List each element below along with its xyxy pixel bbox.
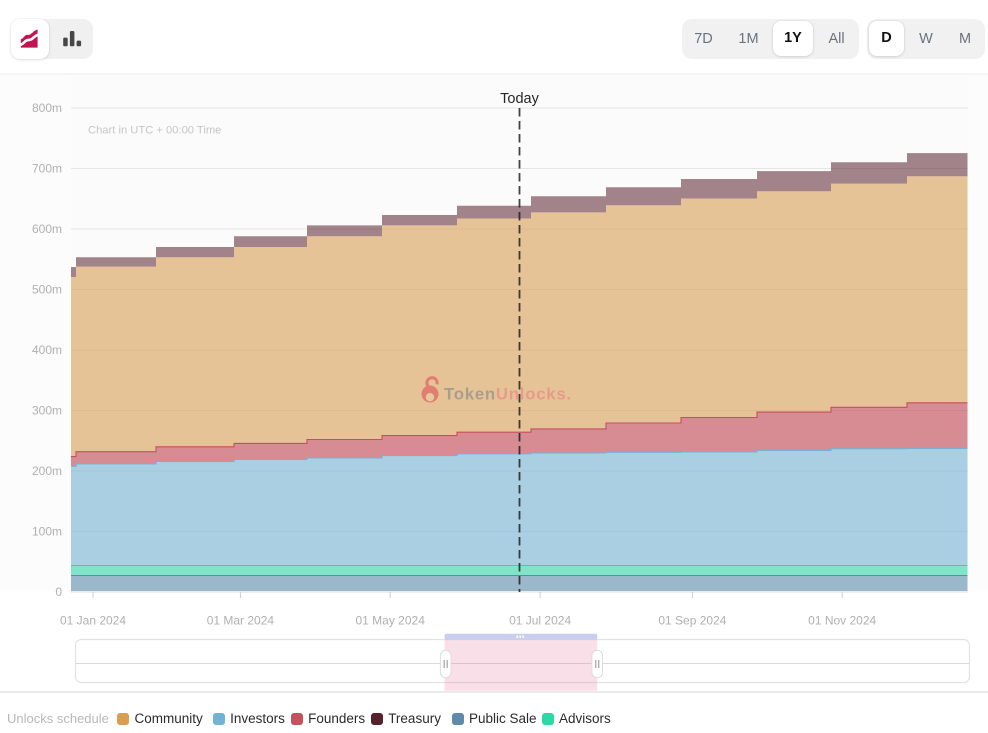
svg-text:01 Mar 2024: 01 Mar 2024 — [207, 614, 275, 628]
svg-text:01 Nov 2024: 01 Nov 2024 — [808, 614, 876, 628]
svg-text:700m: 700m — [32, 162, 62, 176]
svg-text:01 May 2024: 01 May 2024 — [356, 614, 426, 628]
svg-text:500m: 500m — [32, 283, 62, 297]
svg-text:100m: 100m — [32, 525, 62, 539]
svg-text:200m: 200m — [32, 464, 62, 478]
svg-text:Chart in UTC + 00:00 Time: Chart in UTC + 00:00 Time — [88, 125, 221, 137]
svg-text:800m: 800m — [32, 101, 62, 115]
svg-text:01 Sep 2024: 01 Sep 2024 — [658, 614, 726, 628]
svg-text:400m: 400m — [32, 343, 62, 357]
svg-text:TokenUnlocks.: TokenUnlocks. — [444, 385, 572, 404]
svg-text:Today: Today — [500, 91, 539, 107]
svg-text:01 Jan 2024: 01 Jan 2024 — [60, 614, 126, 628]
svg-text:01 Jul 2024: 01 Jul 2024 — [509, 614, 571, 628]
svg-text:0: 0 — [55, 585, 62, 599]
svg-text:600m: 600m — [32, 222, 62, 236]
svg-text:300m: 300m — [32, 404, 62, 418]
